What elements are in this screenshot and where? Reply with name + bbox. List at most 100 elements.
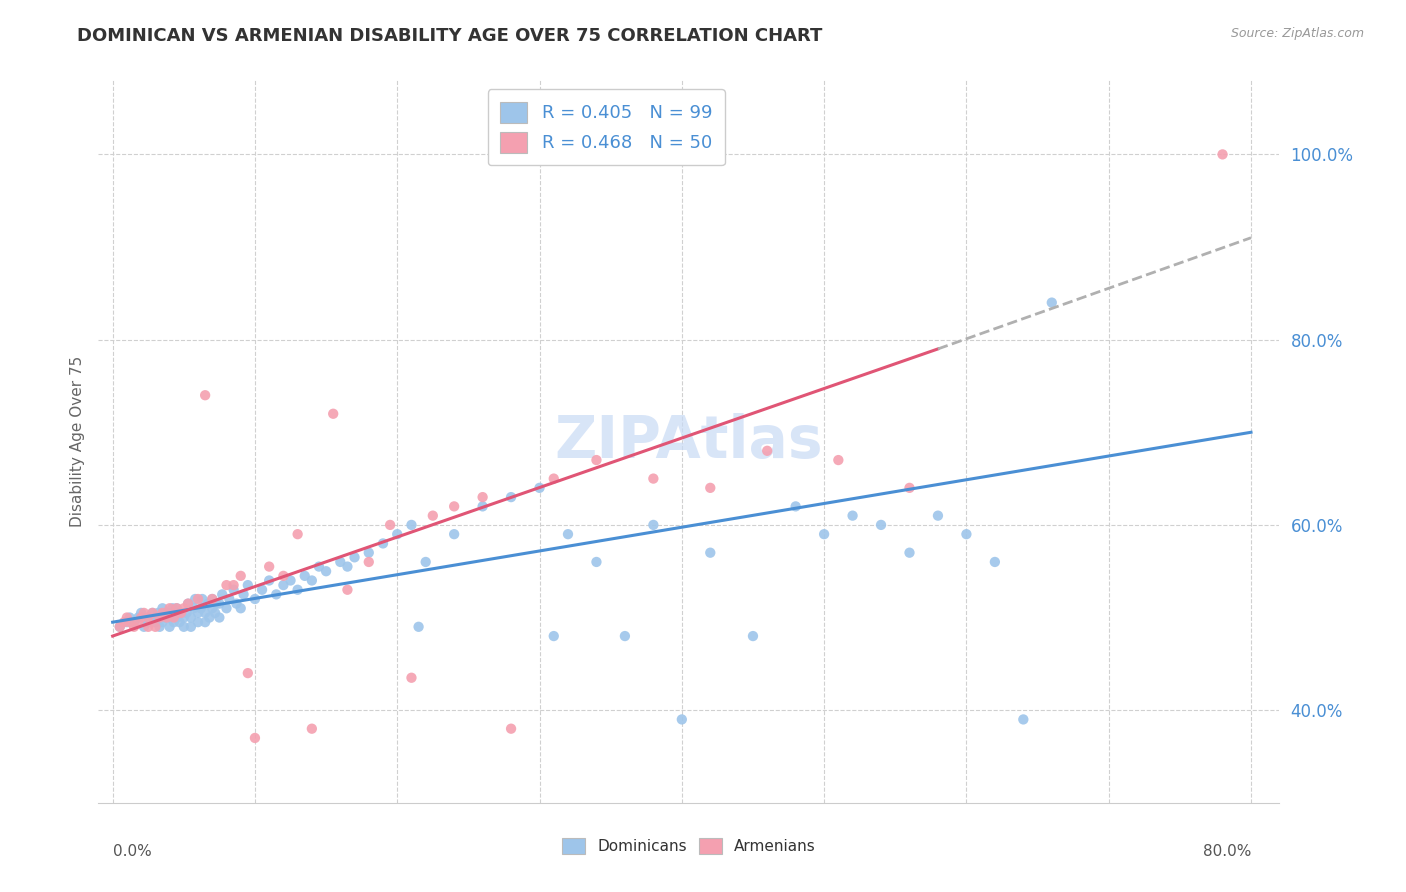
Point [159,601,181,615]
Point [322,407,344,421]
Point [699,546,721,560]
Point [215,578,238,592]
Point [557,527,579,541]
Point [108,620,131,634]
Point [198,610,221,624]
Point [229,569,252,583]
Text: 0.0%: 0.0% [112,845,152,860]
Point [170,606,193,620]
Point [336,559,359,574]
Point [169,615,191,630]
Point [197,597,219,611]
Point [136,610,159,624]
Point [127,615,149,630]
Point [870,517,893,532]
Point [190,601,212,615]
Point [163,610,186,624]
Point [156,610,179,624]
Point [225,597,247,611]
Point [180,610,202,624]
Point [236,578,259,592]
Point [170,606,193,620]
Point [166,601,188,615]
Point [243,731,266,745]
Point [194,388,217,402]
Point [184,592,207,607]
Point [122,615,145,630]
Point [336,582,359,597]
Point [585,453,607,467]
Point [443,500,465,514]
Point [1040,295,1063,310]
Point [129,606,152,620]
Point [115,610,138,624]
Point [143,620,166,634]
Point [273,578,295,592]
Point [162,601,184,615]
Point [108,620,131,634]
Point [415,555,437,569]
Point [194,615,217,630]
Point [115,615,138,630]
Point [152,601,174,615]
Point [159,610,181,624]
Point [229,601,252,615]
Point [187,592,209,607]
Point [898,481,921,495]
Point [166,601,188,615]
Point [132,620,155,634]
Point [266,587,288,601]
Point [422,508,444,523]
Point [205,597,228,611]
Point [204,606,226,620]
Point [543,629,565,643]
Point [643,472,665,486]
Point [148,606,170,620]
Point [671,713,693,727]
Point [222,582,245,597]
Point [211,587,233,601]
Point [308,559,330,574]
Point [898,546,921,560]
Point [315,564,337,578]
Point [613,629,636,643]
Legend: Dominicans, Armenians: Dominicans, Armenians [555,832,823,860]
Point [173,601,195,615]
Point [471,490,494,504]
Point [1212,147,1234,161]
Point [152,606,174,620]
Point [155,610,177,624]
Point [218,592,240,607]
Point [529,481,551,495]
Point [408,620,430,634]
Point [159,620,181,634]
Point [149,610,172,624]
Point [287,582,309,597]
Point [201,592,224,607]
Point [343,550,366,565]
Point [132,606,155,620]
Point [301,574,323,588]
Point [173,610,195,624]
Point [955,527,977,541]
Point [152,615,174,630]
Point [187,615,209,630]
Point [136,620,159,634]
Point [250,582,273,597]
Point [742,629,765,643]
Point [166,610,188,624]
Point [585,555,607,569]
Point [149,620,172,634]
Point [141,606,163,620]
Point [257,559,280,574]
Point [301,722,323,736]
Point [927,508,949,523]
Point [471,500,494,514]
Point [232,587,254,601]
Point [499,722,522,736]
Point [841,508,863,523]
Point [236,666,259,681]
Point [162,606,184,620]
Point [371,536,394,550]
Point [208,610,231,624]
